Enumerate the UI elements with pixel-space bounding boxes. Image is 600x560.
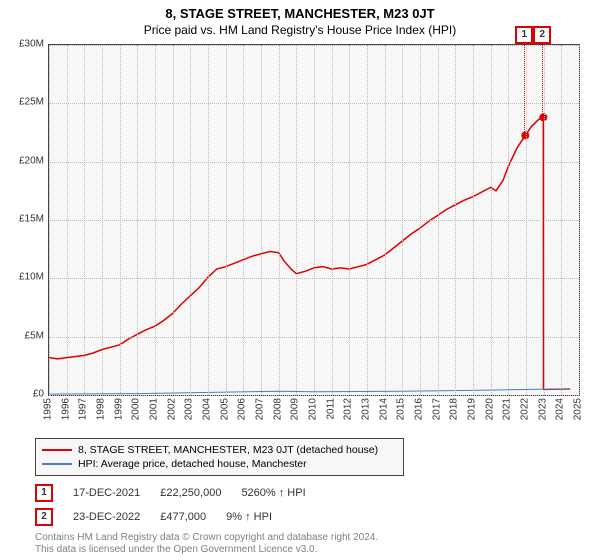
xtick-label: 2006 <box>237 398 248 420</box>
event-date: 23-DEC-2022 <box>73 511 140 523</box>
ytick-label: £10M <box>19 272 44 283</box>
gridline-v <box>561 45 562 395</box>
xtick-label: 1998 <box>96 398 107 420</box>
xtick-label: 2025 <box>573 398 584 420</box>
gridline-v <box>190 45 191 395</box>
xtick-label: 1995 <box>43 398 54 420</box>
xtick-label: 2021 <box>502 398 513 420</box>
series-hpi <box>49 389 570 394</box>
ytick-label: £15M <box>19 214 44 225</box>
series-price <box>49 117 570 389</box>
legend: 8, STAGE STREET, MANCHESTER, M23 0JT (de… <box>35 438 404 476</box>
gridline-v <box>296 45 297 395</box>
license-line-1: Contains HM Land Registry data © Crown c… <box>35 532 378 544</box>
xtick-label: 2022 <box>520 398 531 420</box>
xtick-label: 2018 <box>449 398 460 420</box>
gridline-v <box>367 45 368 395</box>
xtick-label: 2015 <box>396 398 407 420</box>
gridline-v <box>579 45 580 395</box>
gridline-v <box>49 45 50 395</box>
gridline-v <box>67 45 68 395</box>
event-price: £477,000 <box>160 511 206 523</box>
gridline-v <box>84 45 85 395</box>
gridline-v <box>208 45 209 395</box>
gridline-v <box>544 45 545 395</box>
xtick-label: 2023 <box>537 398 548 420</box>
ytick-label: £5M <box>25 330 44 341</box>
gridline-v <box>173 45 174 395</box>
gridline-v <box>137 45 138 395</box>
gridline-v <box>261 45 262 395</box>
event-change: 9% ↑ HPI <box>226 511 272 523</box>
event-change: 5260% ↑ HPI <box>241 487 305 499</box>
xtick-label: 2011 <box>325 398 336 420</box>
ytick-label: £25M <box>19 97 44 108</box>
event-date: 17-DEC-2021 <box>73 487 140 499</box>
legend-row: 8, STAGE STREET, MANCHESTER, M23 0JT (de… <box>42 443 397 457</box>
license-line-2: This data is licensed under the Open Gov… <box>35 544 378 556</box>
legend-swatch-2 <box>42 463 72 465</box>
marker-dropline <box>542 44 543 116</box>
ytick-label: £30M <box>19 39 44 50</box>
xtick-label: 2016 <box>414 398 425 420</box>
xtick-label: 1999 <box>113 398 124 420</box>
xtick-label: 2012 <box>343 398 354 420</box>
legend-label-2: HPI: Average price, detached house, Manc… <box>78 458 307 470</box>
chart-title: 8, STAGE STREET, MANCHESTER, M23 0JT <box>0 0 600 21</box>
gridline-v <box>332 45 333 395</box>
legend-label-1: 8, STAGE STREET, MANCHESTER, M23 0JT (de… <box>78 444 378 456</box>
gridline-v <box>314 45 315 395</box>
xtick-label: 2014 <box>378 398 389 420</box>
gridline-v <box>438 45 439 395</box>
event-price: £22,250,000 <box>160 487 221 499</box>
xtick-label: 2005 <box>219 398 230 420</box>
xtick-label: 2024 <box>555 398 566 420</box>
legend-swatch-1 <box>42 449 72 451</box>
gridline-v <box>155 45 156 395</box>
event-row-2: 2 23-DEC-2022 £477,000 9% ↑ HPI <box>35 508 272 526</box>
xtick-label: 2004 <box>202 398 213 420</box>
xtick-label: 2020 <box>484 398 495 420</box>
xtick-label: 2003 <box>184 398 195 420</box>
gridline-h <box>49 395 579 396</box>
xtick-label: 1996 <box>60 398 71 420</box>
plot-area <box>48 44 580 396</box>
gridline-v <box>120 45 121 395</box>
gridline-v <box>508 45 509 395</box>
event-marker-1: 1 <box>35 484 53 502</box>
gridline-v <box>491 45 492 395</box>
gridline-v <box>455 45 456 395</box>
legend-row: HPI: Average price, detached house, Manc… <box>42 457 397 471</box>
chart-subtitle: Price paid vs. HM Land Registry's House … <box>0 21 600 41</box>
gridline-v <box>385 45 386 395</box>
xtick-label: 2001 <box>149 398 160 420</box>
event-row-1: 1 17-DEC-2021 £22,250,000 5260% ↑ HPI <box>35 484 306 502</box>
marker-dropline <box>524 44 525 134</box>
xtick-label: 2010 <box>308 398 319 420</box>
event-marker-2: 2 <box>35 508 53 526</box>
marker-box-1: 1 <box>515 26 533 44</box>
xtick-label: 2007 <box>255 398 266 420</box>
ytick-label: £20M <box>19 155 44 166</box>
gridline-v <box>420 45 421 395</box>
gridline-v <box>349 45 350 395</box>
xtick-label: 2019 <box>467 398 478 420</box>
xtick-label: 2009 <box>290 398 301 420</box>
gridline-v <box>226 45 227 395</box>
gridline-v <box>279 45 280 395</box>
gridline-v <box>243 45 244 395</box>
xtick-label: 2000 <box>131 398 142 420</box>
gridline-v <box>102 45 103 395</box>
gridline-v <box>526 45 527 395</box>
license-text: Contains HM Land Registry data © Crown c… <box>35 532 378 556</box>
marker-box-2: 2 <box>533 26 551 44</box>
xtick-label: 2002 <box>166 398 177 420</box>
gridline-v <box>473 45 474 395</box>
xtick-label: 2008 <box>272 398 283 420</box>
xtick-label: 2013 <box>361 398 372 420</box>
gridline-v <box>402 45 403 395</box>
xtick-label: 1997 <box>78 398 89 420</box>
xtick-label: 2017 <box>431 398 442 420</box>
